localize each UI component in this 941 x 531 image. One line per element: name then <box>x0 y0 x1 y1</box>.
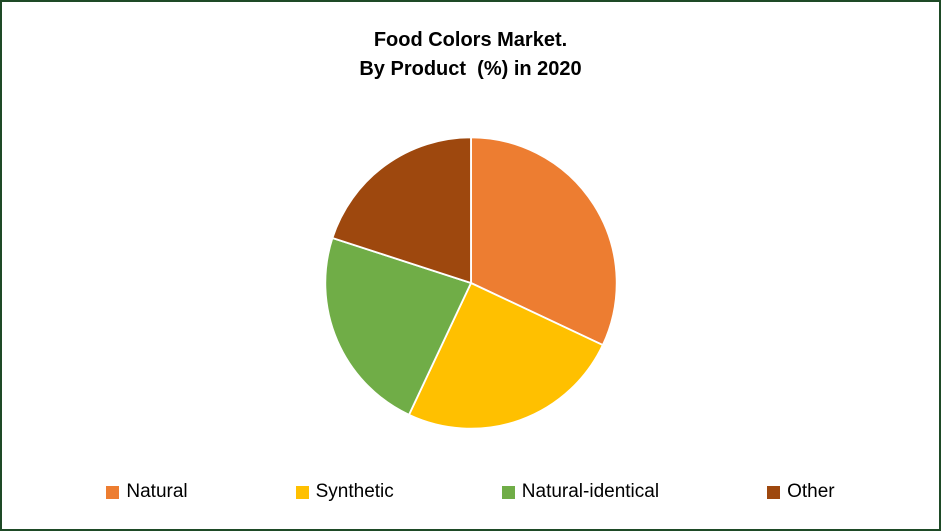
pie-slice-synthetic <box>407 281 604 430</box>
legend-item-natural: Natural <box>106 481 188 503</box>
legend-item-synthetic: Synthetic <box>295 481 394 503</box>
pie-slice-natural-identical <box>323 236 472 416</box>
pie-slice-other <box>330 135 472 284</box>
legend-label-other: Other <box>787 481 835 502</box>
legend-swatch-other-icon <box>767 485 781 499</box>
chart-legend: Natural Synthetic Natural-identical Othe… <box>2 481 939 503</box>
legend-label-natural: Natural <box>126 481 188 502</box>
pie-slice-natural <box>469 135 618 346</box>
legend-swatch-synthetic-icon <box>295 485 309 499</box>
chart-title-line2: By Product (%) in 2020 <box>359 58 582 80</box>
legend-label-synthetic: Synthetic <box>315 481 394 502</box>
plot-area <box>2 84 939 481</box>
chart-title: Food Colors Market. By Product (%) in 20… <box>359 26 581 84</box>
chart-title-line1: Food Colors Market. <box>373 29 568 51</box>
legend-swatch-natural-identical-icon <box>501 485 515 499</box>
pie-chart <box>323 135 618 430</box>
legend-item-natural-identical: Natural-identical <box>501 481 660 503</box>
legend-swatch-natural-icon <box>106 485 120 499</box>
legend-label-natural-identical: Natural-identical <box>521 481 660 502</box>
legend-item-other: Other <box>767 481 835 503</box>
